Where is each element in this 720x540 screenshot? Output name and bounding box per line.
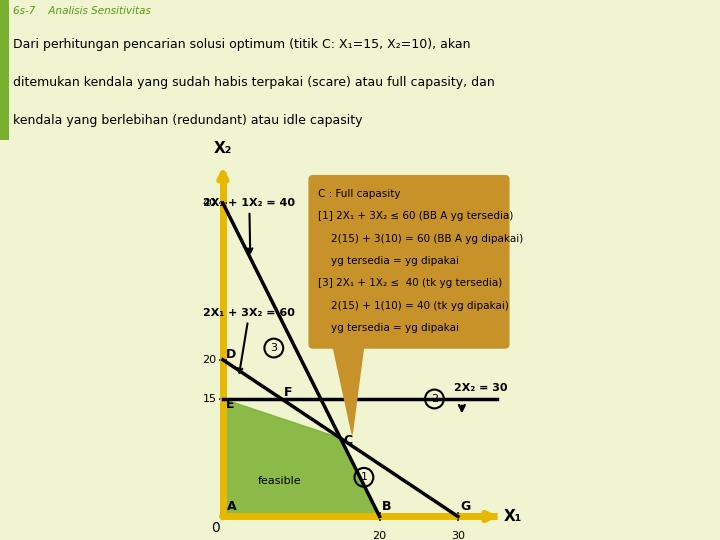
Text: X₂: X₂ — [214, 141, 232, 156]
FancyBboxPatch shape — [309, 176, 509, 348]
Text: G: G — [460, 500, 471, 513]
Text: 1: 1 — [361, 472, 367, 482]
Text: A: A — [227, 500, 236, 513]
Polygon shape — [223, 399, 379, 516]
Text: 40: 40 — [202, 198, 217, 208]
Text: B: B — [382, 500, 392, 513]
Text: C: C — [343, 434, 353, 448]
FancyBboxPatch shape — [0, 0, 9, 140]
Text: [1] 2X₁ + 3X₂ ≤ 60 (BB A yg tersedia): [1] 2X₁ + 3X₂ ≤ 60 (BB A yg tersedia) — [318, 211, 514, 221]
Text: kendala yang berlebihan (redundant) atau idle capasity: kendala yang berlebihan (redundant) atau… — [13, 114, 362, 127]
Text: F: F — [284, 386, 292, 399]
Text: yg tersedia = yg dipakai: yg tersedia = yg dipakai — [318, 323, 459, 333]
Text: 20: 20 — [372, 531, 387, 540]
Text: C : Full capasity: C : Full capasity — [318, 189, 401, 199]
Text: E: E — [226, 399, 235, 411]
Text: 2X₁ + 1X₂ = 40: 2X₁ + 1X₂ = 40 — [203, 198, 295, 253]
Text: 2(15) + 3(10) = 60 (BB A yg dipakai): 2(15) + 3(10) = 60 (BB A yg dipakai) — [318, 234, 523, 244]
Text: 2X₁ + 3X₂ = 60: 2X₁ + 3X₂ = 60 — [203, 308, 295, 373]
Text: 0: 0 — [211, 521, 220, 535]
Text: yg tersedia = yg dipakai: yg tersedia = yg dipakai — [318, 256, 459, 266]
Text: 30: 30 — [451, 531, 465, 540]
Text: X₁: X₁ — [503, 509, 522, 524]
Text: 15: 15 — [202, 394, 217, 404]
Text: Dari perhitungan pencarian solusi optimum (titik C: X₁=15, X₂=10), akan: Dari perhitungan pencarian solusi optimu… — [13, 38, 470, 51]
Text: feasible: feasible — [258, 476, 302, 486]
Text: 20: 20 — [202, 355, 217, 365]
Text: 6s-7    Analisis Sensitivitas: 6s-7 Analisis Sensitivitas — [13, 5, 150, 16]
Polygon shape — [333, 344, 364, 434]
Text: D: D — [226, 348, 236, 361]
Text: 2X₂ = 30: 2X₂ = 30 — [454, 383, 508, 393]
Text: 3: 3 — [270, 343, 277, 353]
Text: [3] 2X₁ + 1X₂ ≤  40 (tk yg tersedia): [3] 2X₁ + 1X₂ ≤ 40 (tk yg tersedia) — [318, 278, 503, 288]
Text: ditemukan kendala yang sudah habis terpakai (scare) atau full capasity, dan: ditemukan kendala yang sudah habis terpa… — [13, 76, 495, 89]
Text: 2(15) + 1(10) = 40 (tk yg dipakai): 2(15) + 1(10) = 40 (tk yg dipakai) — [318, 301, 509, 310]
Text: 2: 2 — [431, 394, 438, 404]
